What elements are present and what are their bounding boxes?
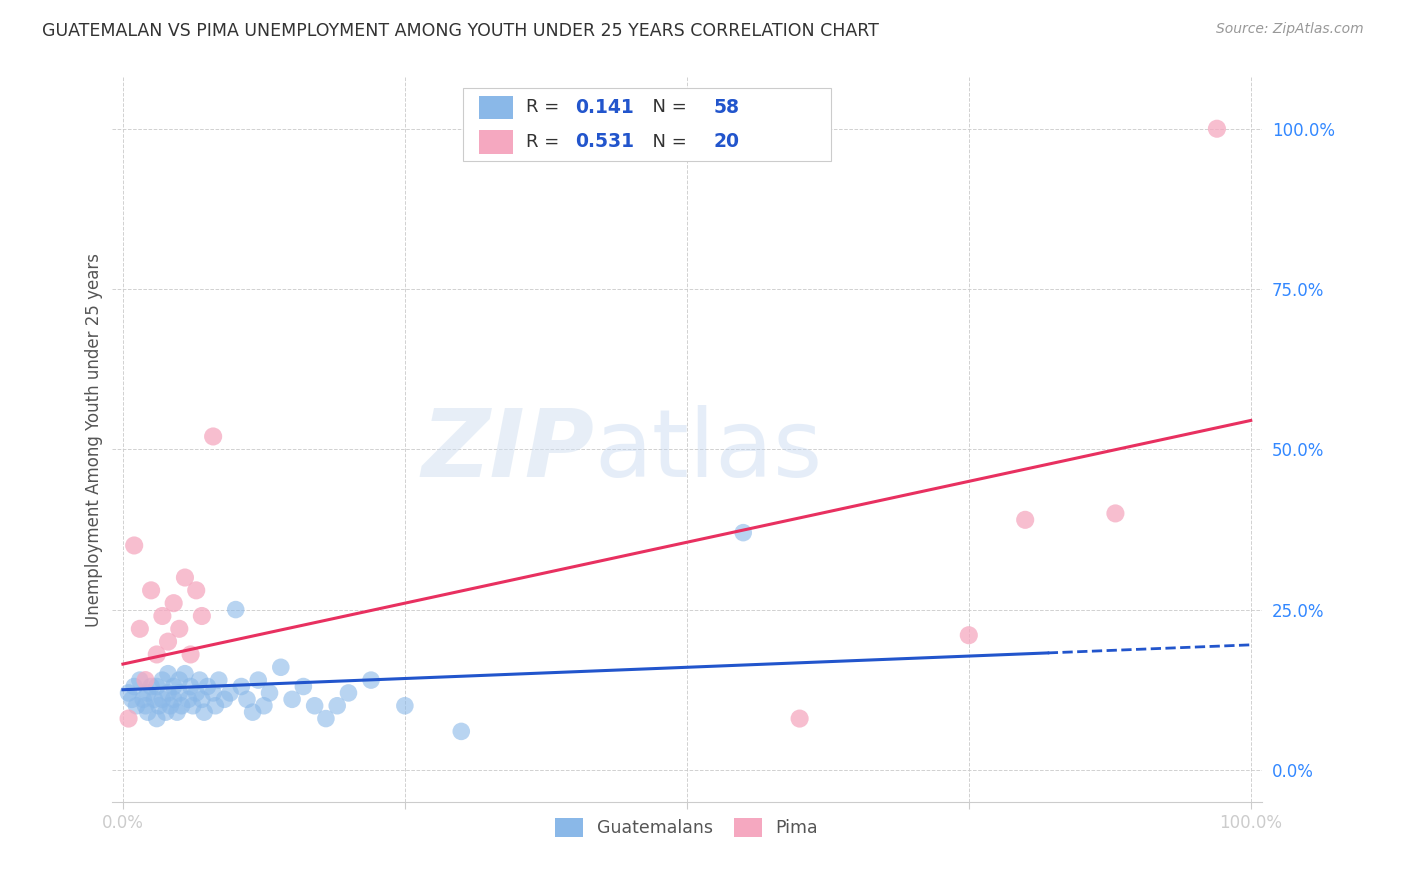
Point [247, 673, 270, 687]
Point [174, 666, 197, 681]
Point [117, 686, 139, 700]
Point [360, 673, 382, 687]
Point [117, 712, 139, 726]
FancyBboxPatch shape [478, 95, 513, 119]
Point [733, 525, 755, 540]
Point [150, 673, 173, 687]
Point [292, 680, 315, 694]
Point [1206, 121, 1229, 136]
Point [191, 692, 214, 706]
Point [163, 692, 186, 706]
Point [169, 686, 191, 700]
Point [1104, 507, 1126, 521]
Text: 58: 58 [713, 97, 740, 117]
Point [157, 666, 180, 681]
Text: GUATEMALAN VS PIMA UNEMPLOYMENT AMONG YOUTH UNDER 25 YEARS CORRELATION CHART: GUATEMALAN VS PIMA UNEMPLOYMENT AMONG YO… [42, 22, 879, 40]
Point [186, 686, 208, 700]
Text: R =: R = [526, 133, 565, 151]
Point [170, 698, 193, 713]
Point [139, 583, 162, 598]
FancyBboxPatch shape [463, 88, 831, 161]
Point [159, 698, 181, 713]
Point [394, 698, 416, 713]
Point [204, 698, 226, 713]
Point [202, 429, 225, 443]
Point [181, 698, 204, 713]
Point [157, 686, 180, 700]
Point [155, 705, 177, 719]
Point [450, 724, 472, 739]
Point [174, 570, 197, 584]
Point [169, 622, 191, 636]
Point [148, 698, 170, 713]
Point [132, 692, 155, 706]
Point [139, 680, 162, 694]
Point [242, 705, 264, 719]
Point [957, 628, 980, 642]
Point [150, 609, 173, 624]
Point [180, 648, 202, 662]
Text: 0.531: 0.531 [575, 132, 634, 152]
Point [259, 686, 281, 700]
Point [163, 596, 186, 610]
Point [163, 680, 186, 694]
Text: R =: R = [526, 98, 565, 116]
Point [315, 712, 337, 726]
Point [219, 686, 242, 700]
Point [270, 660, 292, 674]
Point [136, 705, 159, 719]
Point [197, 680, 219, 694]
Point [145, 680, 167, 694]
Text: ZIP: ZIP [422, 405, 595, 497]
Point [253, 698, 276, 713]
FancyBboxPatch shape [478, 130, 513, 153]
Point [789, 712, 811, 726]
Point [177, 692, 200, 706]
Point [150, 692, 173, 706]
Point [193, 705, 215, 719]
Point [191, 609, 214, 624]
Point [166, 705, 188, 719]
Point [128, 622, 150, 636]
Point [236, 692, 259, 706]
Text: atlas: atlas [595, 405, 823, 497]
Point [225, 602, 247, 616]
Point [121, 692, 143, 706]
Point [180, 680, 202, 694]
Text: Source: ZipAtlas.com: Source: ZipAtlas.com [1216, 22, 1364, 37]
Y-axis label: Unemployment Among Youth under 25 years: Unemployment Among Youth under 25 years [86, 252, 103, 627]
Point [186, 583, 208, 598]
Point [202, 686, 225, 700]
Text: 20: 20 [713, 132, 740, 152]
Point [128, 673, 150, 687]
Point [125, 698, 148, 713]
Point [136, 686, 159, 700]
Point [143, 692, 166, 706]
Point [188, 673, 211, 687]
Legend: Guatemalans, Pima: Guatemalans, Pima [548, 811, 825, 844]
Text: 0.141: 0.141 [575, 97, 634, 117]
Point [134, 698, 156, 713]
Point [122, 680, 145, 694]
Point [1014, 513, 1036, 527]
Point [214, 692, 236, 706]
Point [326, 698, 349, 713]
Point [208, 673, 231, 687]
Point [145, 712, 167, 726]
Point [134, 673, 156, 687]
Point [231, 680, 253, 694]
Point [169, 673, 191, 687]
Point [337, 686, 360, 700]
Text: N =: N = [641, 133, 692, 151]
Point [304, 698, 326, 713]
Point [122, 539, 145, 553]
Point [281, 692, 304, 706]
Text: N =: N = [641, 98, 692, 116]
Point [157, 634, 180, 648]
Point [145, 648, 167, 662]
